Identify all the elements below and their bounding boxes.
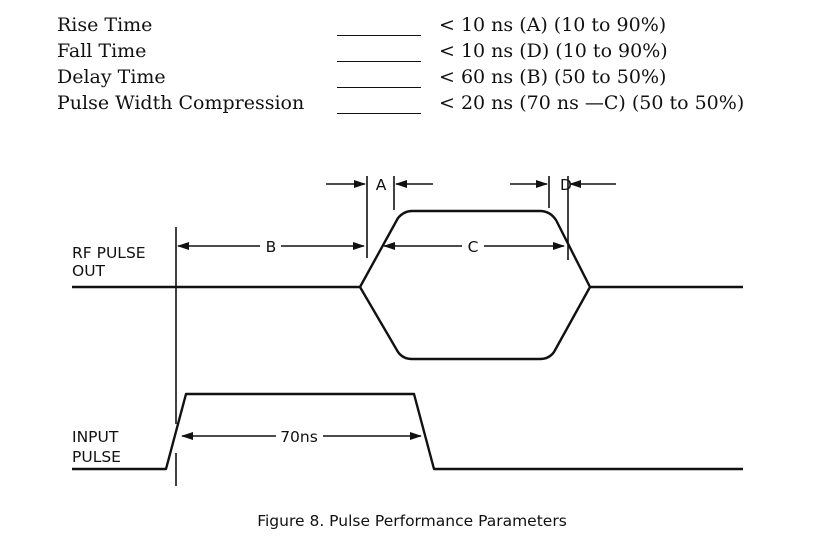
spec-blank-line [337, 61, 421, 62]
marker-d-label: D [560, 176, 572, 194]
spec-blank-line [337, 87, 421, 88]
spec-label: Pulse Width Compression [57, 92, 305, 114]
spec-label: Delay Time [57, 66, 166, 88]
marker-c-label: C [468, 238, 479, 256]
marker-a-label: A [376, 176, 387, 194]
rf-pulse-label-line2: OUT [72, 262, 106, 280]
spec-value: < 10 ns (A) (10 to 90%) [439, 14, 667, 36]
spec-value: < 60 ns (B) (50 to 50%) [439, 66, 667, 88]
spec-blank-line [337, 35, 421, 36]
input-pulse-waveform [72, 392, 743, 471]
spec-label: Fall Time [57, 40, 147, 62]
rf-pulse-bottom-waveform [358, 286, 592, 361]
spec-blank-line [337, 113, 421, 114]
rf-pulse-top-waveform [72, 209, 743, 289]
spec-value: < 10 ns (D) (10 to 90%) [439, 40, 668, 62]
input-pulse-label-line1: INPUT [72, 428, 119, 446]
input-pulse-label-line2: PULSE [72, 448, 121, 466]
figure-caption: Figure 8. Pulse Performance Parameters [257, 512, 567, 530]
spec-value: < 20 ns (70 ns —C) (50 to 50%) [439, 92, 745, 114]
input-width-label: 70ns [280, 428, 318, 446]
rf-pulse-label-line1: RF PULSE [72, 244, 146, 262]
marker-b-label: B [266, 238, 277, 256]
spec-label: Rise Time [57, 14, 153, 36]
